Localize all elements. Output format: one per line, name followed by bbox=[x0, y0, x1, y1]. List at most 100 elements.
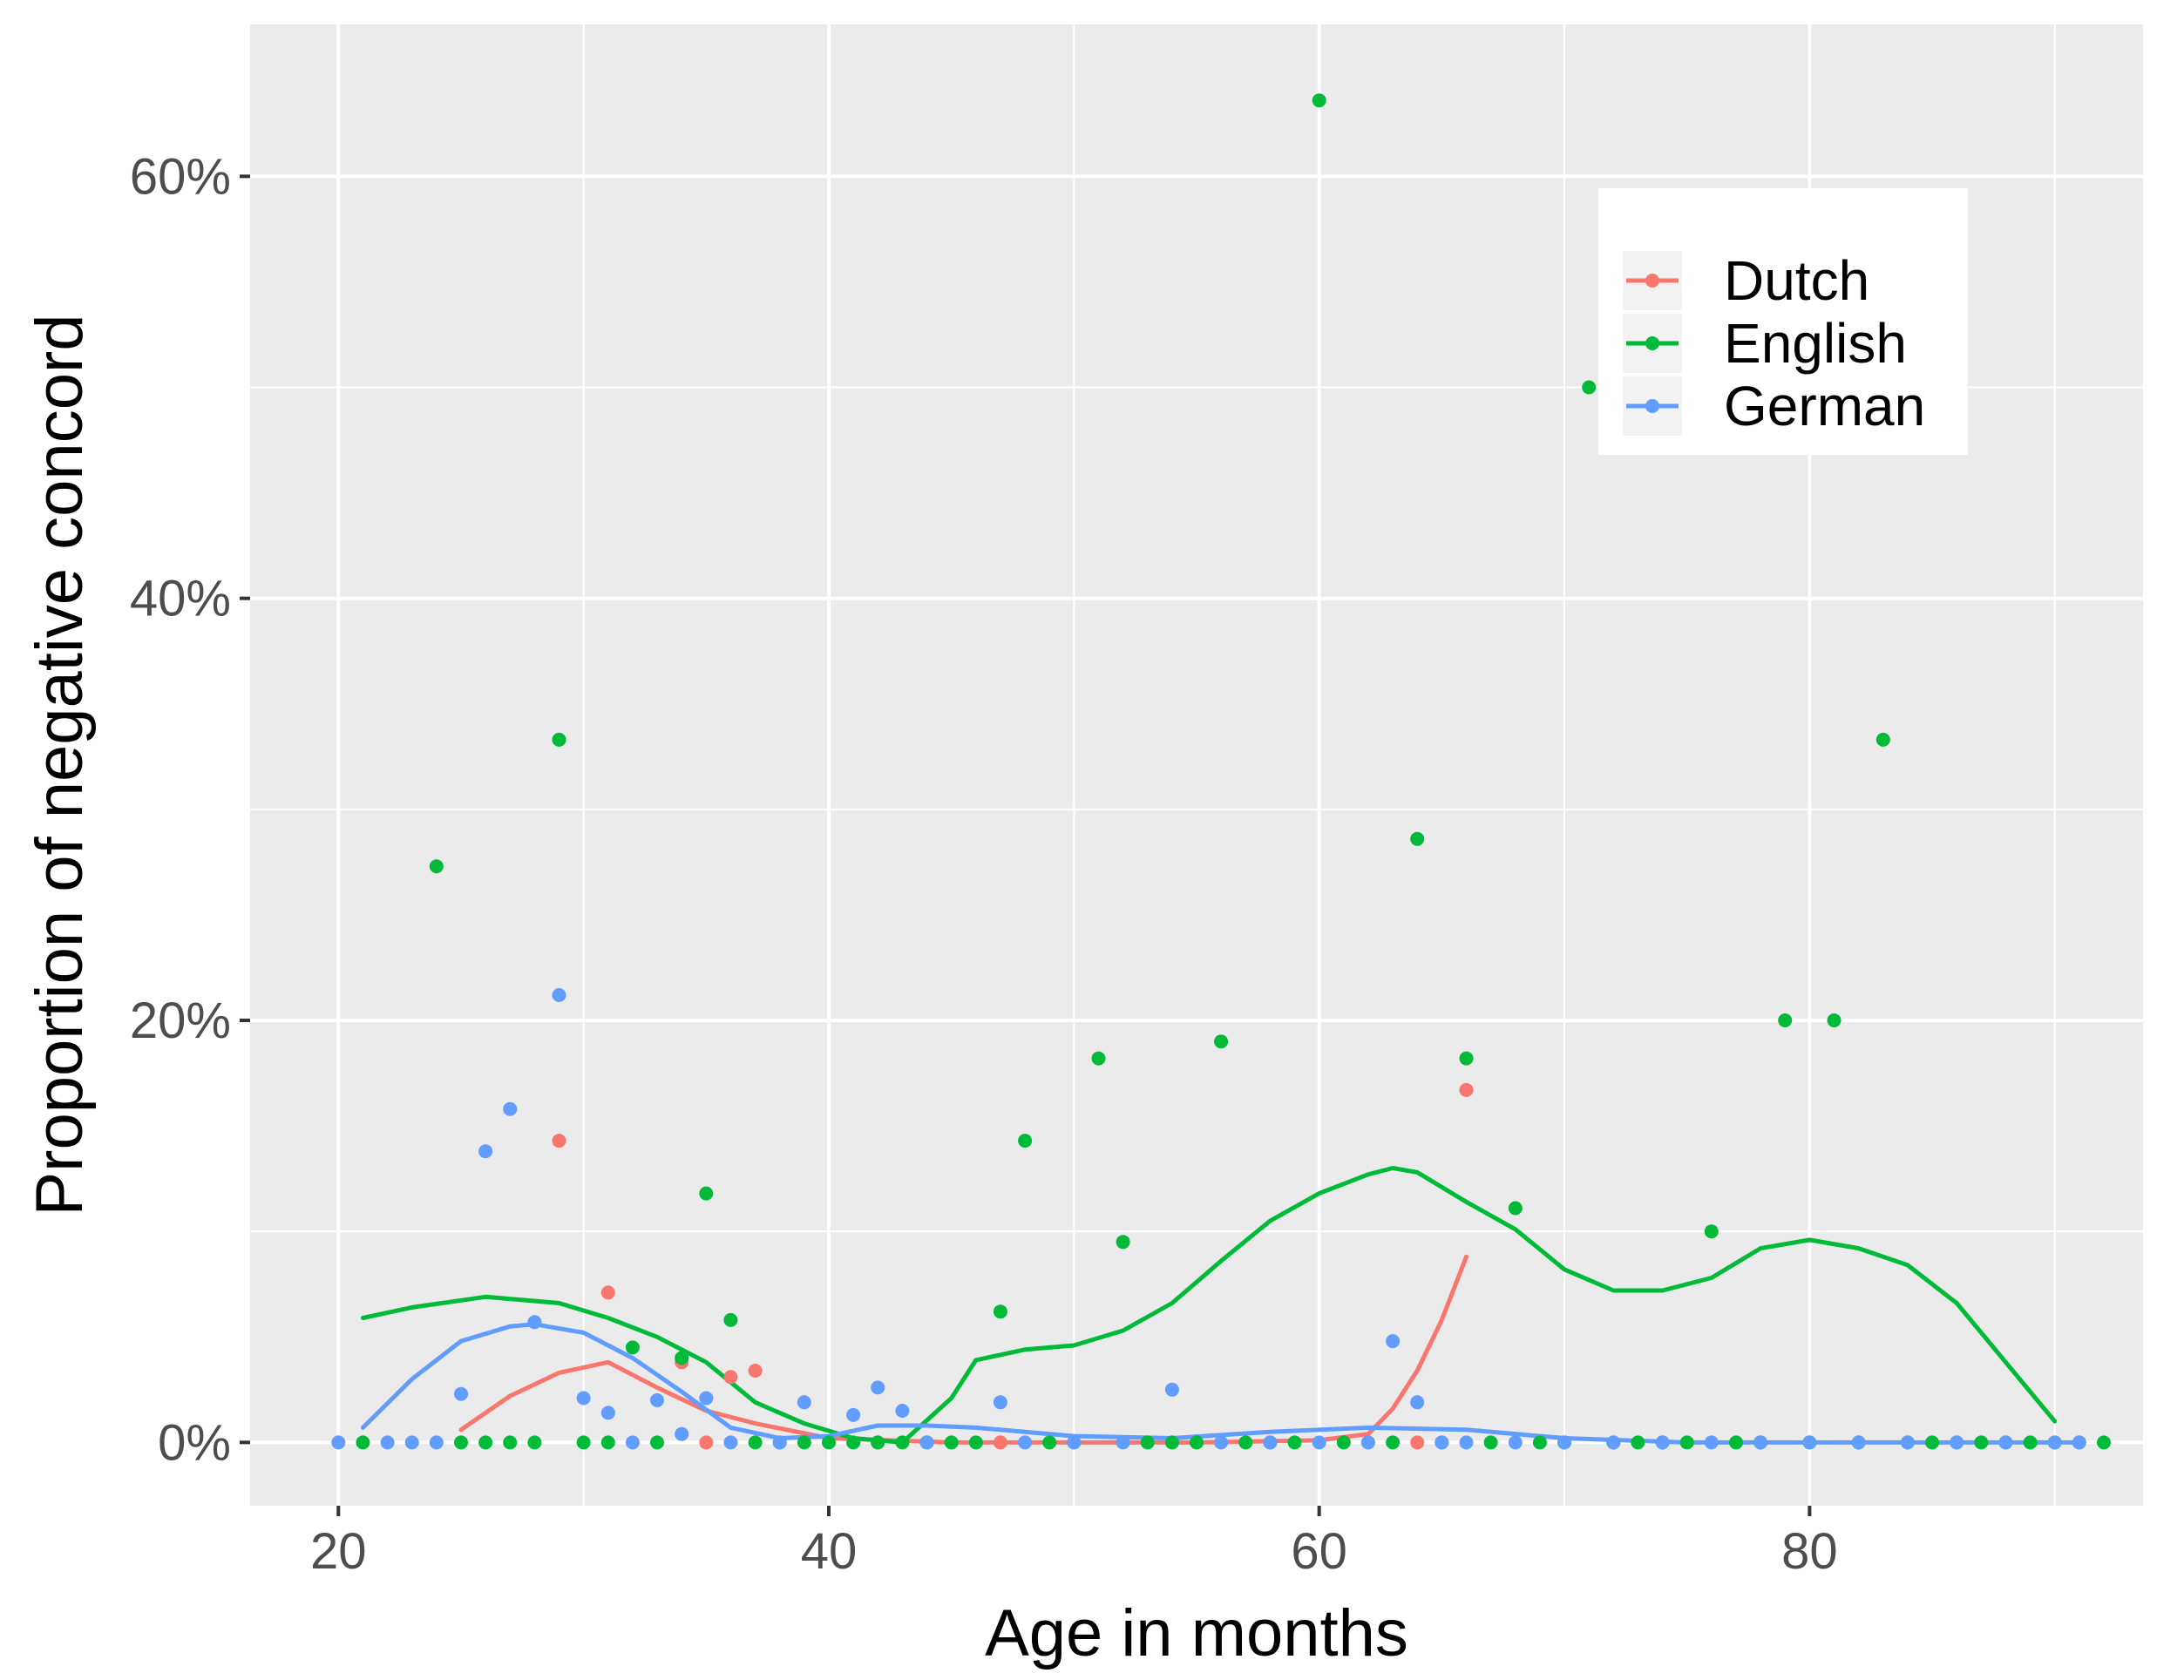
x-axis-title: Age in months bbox=[985, 1596, 1408, 1670]
data-point-dutch bbox=[699, 1435, 714, 1450]
data-point-german bbox=[919, 1435, 934, 1450]
data-point-german bbox=[1557, 1435, 1571, 1450]
data-point-german bbox=[1508, 1435, 1523, 1450]
data-point-german bbox=[1164, 1382, 1179, 1397]
data-point-german bbox=[600, 1406, 615, 1420]
data-point-english bbox=[429, 859, 444, 874]
y-tick-label: 20% bbox=[130, 992, 231, 1049]
data-point-german bbox=[1753, 1435, 1768, 1450]
data-point-english bbox=[600, 1435, 615, 1450]
data-point-english bbox=[1631, 1435, 1645, 1450]
data-point-german bbox=[1067, 1435, 1082, 1450]
data-point-english bbox=[1827, 1013, 1841, 1027]
data-point-german bbox=[527, 1315, 542, 1330]
data-point-dutch bbox=[1459, 1082, 1474, 1097]
data-point-english bbox=[1140, 1435, 1155, 1450]
data-point-german bbox=[1998, 1435, 2013, 1450]
data-point-english bbox=[1459, 1051, 1474, 1066]
data-point-english bbox=[1729, 1435, 1743, 1450]
data-point-english bbox=[1042, 1435, 1057, 1450]
data-point-german bbox=[1435, 1435, 1449, 1450]
data-point-english bbox=[1532, 1435, 1547, 1450]
y-tick-label: 40% bbox=[130, 571, 231, 627]
x-tick-label: 40 bbox=[801, 1523, 858, 1580]
data-point-english bbox=[1091, 1051, 1106, 1066]
data-point-english bbox=[699, 1186, 714, 1201]
x-axis: 20 40 60 80 bbox=[310, 1506, 1838, 1580]
data-point-german bbox=[1459, 1435, 1474, 1450]
legend-label-english: English bbox=[1724, 312, 1907, 375]
data-point-english bbox=[1778, 1013, 1793, 1027]
data-point-german bbox=[993, 1395, 1007, 1410]
data-point-english bbox=[723, 1312, 738, 1327]
data-point-german bbox=[625, 1435, 640, 1450]
legend-key-point bbox=[1645, 399, 1659, 413]
data-point-german bbox=[429, 1435, 444, 1450]
data-point-english bbox=[2023, 1435, 2038, 1450]
data-point-english bbox=[1974, 1435, 1989, 1450]
data-point-dutch bbox=[552, 1134, 566, 1148]
data-point-german bbox=[552, 988, 566, 1002]
data-point-german bbox=[650, 1392, 664, 1407]
data-point-english bbox=[1483, 1435, 1498, 1450]
data-point-german bbox=[331, 1435, 346, 1450]
data-point-german bbox=[797, 1395, 811, 1410]
data-point-english bbox=[1336, 1435, 1351, 1450]
data-point-english bbox=[1508, 1201, 1523, 1216]
data-point-english bbox=[871, 1435, 885, 1450]
data-point-german bbox=[454, 1386, 468, 1401]
data-point-english bbox=[1410, 831, 1425, 846]
y-tick-label: 0% bbox=[158, 1414, 231, 1471]
data-point-english bbox=[797, 1435, 811, 1450]
data-point-english bbox=[454, 1435, 468, 1450]
data-point-german bbox=[478, 1144, 493, 1159]
data-point-english bbox=[356, 1435, 370, 1450]
data-point-english bbox=[1287, 1435, 1302, 1450]
smooth-line-english bbox=[360, 1166, 2058, 1445]
data-point-german bbox=[1018, 1435, 1033, 1450]
y-tick-label: 60% bbox=[130, 148, 231, 205]
data-point-german bbox=[380, 1435, 395, 1450]
data-point-german bbox=[576, 1391, 591, 1406]
legend-key-point bbox=[1645, 274, 1659, 288]
data-point-german bbox=[723, 1435, 738, 1450]
data-point-german bbox=[1386, 1334, 1401, 1349]
data-point-english bbox=[2097, 1435, 2111, 1450]
data-point-dutch bbox=[1410, 1435, 1425, 1450]
data-point-german bbox=[2047, 1435, 2062, 1450]
data-point-english bbox=[846, 1435, 861, 1450]
data-point-german bbox=[1360, 1435, 1375, 1450]
data-point-english bbox=[1116, 1235, 1130, 1250]
data-point-german bbox=[846, 1407, 861, 1422]
data-point-english bbox=[993, 1304, 1007, 1319]
data-point-dutch bbox=[993, 1435, 1007, 1450]
data-point-dutch bbox=[748, 1364, 763, 1378]
data-point-english bbox=[1238, 1435, 1253, 1450]
data-point-english bbox=[1875, 732, 1890, 747]
data-point-english bbox=[650, 1435, 664, 1450]
grid-lines bbox=[250, 24, 2143, 1506]
data-point-dutch bbox=[600, 1285, 615, 1300]
legend-label-dutch: Dutch bbox=[1724, 249, 1869, 312]
data-point-english bbox=[1018, 1134, 1033, 1148]
data-point-german bbox=[1312, 1435, 1326, 1450]
data-point-english bbox=[748, 1435, 763, 1450]
data-point-german bbox=[1410, 1395, 1425, 1410]
y-axis-title: Proportion of negative concord bbox=[23, 314, 97, 1216]
data-point-english bbox=[1312, 93, 1326, 108]
data-point-german bbox=[1900, 1435, 1915, 1450]
data-point-german bbox=[1950, 1435, 1964, 1450]
data-point-german bbox=[675, 1426, 689, 1441]
data-point-german bbox=[1116, 1435, 1130, 1450]
data-point-english bbox=[1214, 1034, 1229, 1049]
data-point-german bbox=[1214, 1435, 1229, 1450]
y-axis: 0% 20% 40% 60% bbox=[130, 148, 250, 1471]
x-tick-label: 60 bbox=[1291, 1523, 1347, 1580]
data-point-english bbox=[576, 1435, 591, 1450]
data-point-english bbox=[1582, 380, 1597, 395]
data-point-english bbox=[944, 1435, 959, 1450]
data-point-german bbox=[503, 1101, 518, 1116]
data-point-english bbox=[527, 1435, 542, 1450]
